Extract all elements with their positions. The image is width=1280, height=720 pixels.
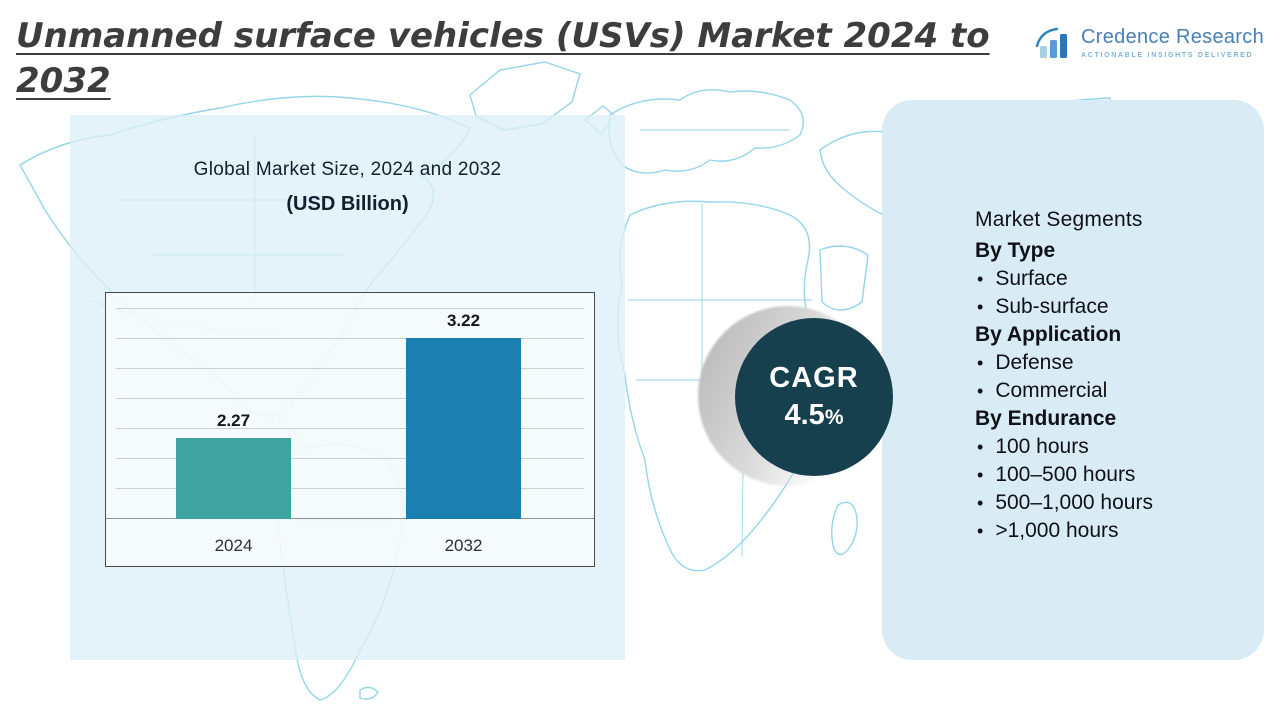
list-item: Surface	[975, 267, 1246, 291]
list-item: >1,000 hours	[975, 519, 1246, 543]
chart-subtitle: (USD Billion)	[286, 193, 409, 215]
bar-2032	[406, 338, 521, 519]
gridline	[116, 428, 584, 429]
list-item: Commercial	[975, 379, 1246, 403]
gridline	[106, 518, 594, 519]
segment-item-500-1000-hours: 500–1,000 hours	[995, 491, 1153, 514]
page-title-line-2: 2032	[16, 60, 111, 101]
page-title: Unmanned surface vehicles (USVs) Market …	[16, 14, 1056, 104]
segment-heading-by-endurance: By Endurance	[975, 407, 1117, 430]
chart-panel: Global Market Size, 2024 and 2032 (USD B…	[70, 115, 625, 660]
gridline	[116, 488, 584, 489]
gridline	[116, 368, 584, 369]
segment-item-sub-surface: Sub-surface	[995, 295, 1109, 318]
segments-content: Market Segments By Type Surface Sub-surf…	[975, 208, 1246, 547]
cagr-value-number: 4.5	[784, 399, 825, 431]
cagr-value: 4.5%	[784, 399, 843, 432]
list-item: 100–500 hours	[975, 463, 1246, 487]
segment-item-commercial: Commercial	[995, 379, 1108, 402]
logo-text: Credence Research Actionable Insights De…	[1081, 26, 1264, 59]
segment-item-surface: Surface	[995, 267, 1068, 290]
list-item: 500–1,000 hours	[975, 491, 1246, 515]
gridline	[116, 338, 584, 339]
cagr-badge: CAGR 4.5%	[735, 318, 893, 476]
list-item: Sub-surface	[975, 295, 1246, 319]
logo-tagline: Actionable Insights Delivered	[1081, 52, 1254, 59]
gridline	[116, 398, 584, 399]
logo-bar-chart-icon	[1035, 27, 1068, 58]
segment-heading-by-application: By Application	[975, 323, 1122, 346]
gridline	[116, 458, 584, 459]
segment-item-100-hours: 100 hours	[995, 435, 1089, 458]
x-axis-label-2032: 2032	[444, 536, 483, 555]
x-axis-label-2024: 2024	[214, 536, 253, 555]
page-title-line-1: Unmanned surface vehicles (USVs) Market …	[16, 16, 990, 56]
segment-item-defense: Defense	[995, 351, 1074, 374]
bar-value-2024: 2.27	[216, 411, 251, 430]
bar-value-2032: 3.22	[446, 311, 481, 330]
list-item: 100 hours	[975, 435, 1246, 459]
logo-name: Credence Research	[1081, 26, 1264, 48]
segment-heading-by-type: By Type	[975, 239, 1056, 262]
segments-title: Market Segments	[975, 208, 1143, 231]
chart-plot: 2.27 3.22 2024 2032	[105, 292, 595, 567]
logo: Credence Research Actionable Insights De…	[1035, 26, 1264, 62]
bar-2024	[176, 438, 291, 519]
cagr-label: CAGR	[769, 362, 859, 394]
chart-title: Global Market Size, 2024 and 2032	[193, 159, 502, 180]
segment-item-100-500-hours: 100–500 hours	[995, 463, 1136, 486]
segments-panel: Market Segments By Type Surface Sub-surf…	[882, 100, 1264, 660]
cagr-percent-sign: %	[824, 406, 844, 429]
gridline	[116, 308, 584, 309]
segment-item-over-1000-hours: >1,000 hours	[995, 519, 1119, 542]
list-item: Defense	[975, 351, 1246, 375]
